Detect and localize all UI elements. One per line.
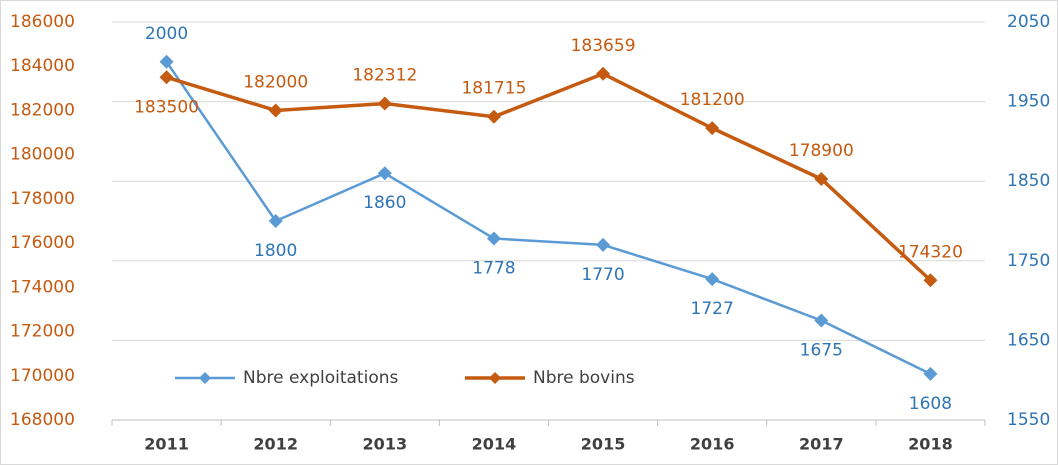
data-point bbox=[814, 171, 829, 186]
y2-tick-label: 2050 bbox=[1007, 12, 1050, 32]
series-line bbox=[165, 61, 931, 375]
data-point bbox=[705, 121, 720, 136]
data-label: 1860 bbox=[363, 193, 406, 213]
data-point bbox=[596, 237, 611, 252]
data-point bbox=[268, 103, 283, 118]
data-label: 182000 bbox=[243, 72, 308, 92]
y2-tick-label: 1550 bbox=[1007, 410, 1050, 430]
data-label: 1770 bbox=[581, 265, 624, 285]
data-label: 178900 bbox=[789, 141, 854, 161]
data-point bbox=[596, 66, 611, 81]
x-tick-label: 2017 bbox=[799, 435, 844, 454]
data-label: 1727 bbox=[691, 299, 734, 319]
data-label: 1778 bbox=[472, 259, 515, 279]
y-tick-label: 178000 bbox=[10, 189, 75, 209]
data-point bbox=[923, 366, 938, 381]
y-tick-label: 172000 bbox=[10, 322, 75, 342]
data-label: 174320 bbox=[898, 242, 963, 262]
x-tick-label: 2014 bbox=[472, 435, 517, 454]
y-tick-label: 170000 bbox=[10, 366, 75, 386]
data-label: 181715 bbox=[461, 79, 526, 99]
data-point bbox=[377, 96, 392, 111]
legend-label: Nbre exploitations bbox=[243, 368, 398, 388]
data-point bbox=[705, 272, 720, 287]
data-point bbox=[486, 109, 501, 124]
y-tick-label: 176000 bbox=[10, 233, 75, 253]
data-point bbox=[814, 313, 829, 328]
data-label: 1675 bbox=[800, 341, 843, 361]
data-point bbox=[923, 273, 938, 288]
y-tick-label: 182000 bbox=[10, 100, 75, 120]
x-tick-label: 2018 bbox=[908, 435, 953, 454]
data-label: 183500 bbox=[134, 97, 199, 117]
legend-marker bbox=[489, 372, 501, 384]
legend-marker bbox=[199, 372, 211, 384]
legend-label: Nbre bovins bbox=[533, 368, 635, 388]
data-label: 1800 bbox=[254, 241, 297, 261]
data-point bbox=[159, 54, 174, 69]
data-point bbox=[268, 214, 283, 228]
y-tick-label: 186000 bbox=[10, 12, 75, 32]
data-point bbox=[159, 70, 174, 85]
data-label: 182312 bbox=[352, 66, 417, 86]
y2-tick-label: 1950 bbox=[1007, 92, 1050, 112]
x-tick-label: 2013 bbox=[363, 435, 408, 454]
x-tick-label: 2015 bbox=[581, 435, 626, 454]
y2-tick-label: 1850 bbox=[1007, 171, 1050, 191]
y-tick-label: 174000 bbox=[10, 277, 75, 297]
y-tick-label: 184000 bbox=[10, 56, 75, 76]
y2-tick-label: 1750 bbox=[1007, 251, 1050, 271]
data-point bbox=[486, 231, 501, 246]
data-label: 2000 bbox=[145, 24, 188, 44]
x-tick-label: 2016 bbox=[690, 435, 735, 454]
y2-tick-label: 1650 bbox=[1007, 330, 1050, 350]
y-tick-label: 180000 bbox=[10, 145, 75, 165]
data-point bbox=[377, 166, 392, 181]
series-line bbox=[166, 71, 932, 282]
x-tick-label: 2012 bbox=[253, 435, 298, 454]
y-tick-label: 168000 bbox=[10, 410, 75, 430]
data-label: 183659 bbox=[571, 36, 636, 56]
data-label: 1608 bbox=[909, 394, 952, 414]
x-tick-label: 2011 bbox=[144, 435, 189, 454]
data-label: 181200 bbox=[680, 90, 745, 110]
